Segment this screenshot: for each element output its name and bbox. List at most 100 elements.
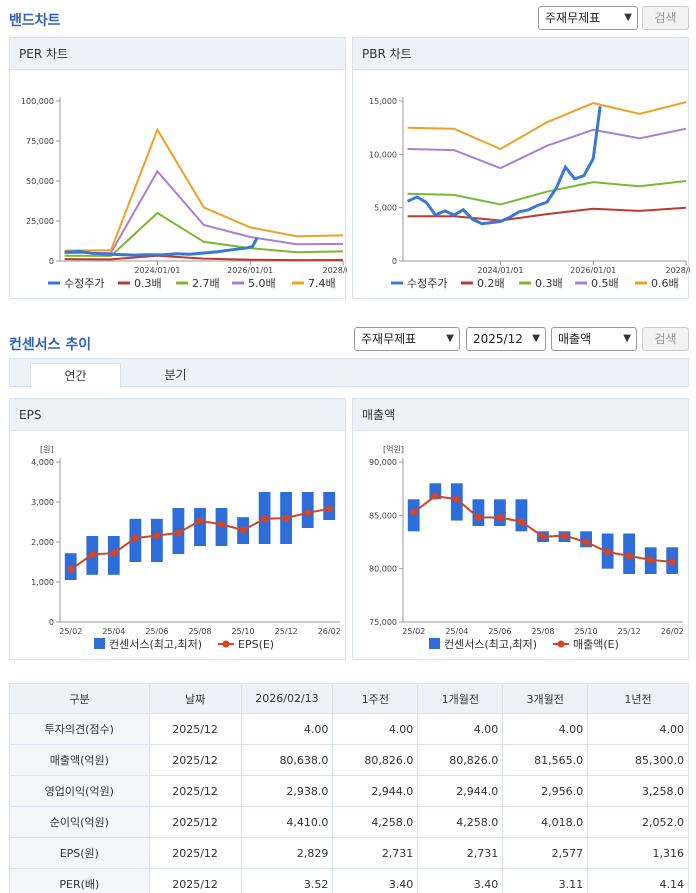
x-tick-label: 25/10	[575, 627, 598, 636]
consensus-period-select[interactable]: 2025/12 ▼	[466, 327, 546, 351]
per-chart-panel: PER 차트 0 25,000 50,000 75,000 100,000 2024/01…	[9, 37, 347, 299]
estimate-point	[647, 556, 655, 564]
table-cell: 2,938.0	[240, 775, 334, 807]
table-cell: 4,410.0	[240, 806, 334, 838]
y-tick-label: 100,000	[21, 97, 54, 106]
estimate-point	[431, 492, 439, 500]
estimate-point	[131, 534, 139, 542]
band-line-2	[407, 180, 687, 206]
estimate-point	[282, 514, 290, 522]
price-line	[64, 237, 259, 257]
table-cell: 3.11	[502, 868, 589, 893]
table-header-cell: 1개월전	[417, 683, 504, 714]
estimate-point	[110, 549, 118, 557]
x-tick-label: 25/02	[59, 627, 82, 636]
consensus-range-bar	[494, 499, 506, 526]
table-row: 투자의견(점수) 2025/12 4.00 4.00 4.00 4.00 4.00	[9, 713, 689, 745]
consensus-range-bar	[194, 508, 206, 546]
consensus-range-bar	[472, 499, 485, 526]
table-cell: 81,565.0	[502, 744, 589, 776]
x-tick-label: 25/02	[402, 627, 425, 636]
y-tick-label: 1,000	[31, 578, 54, 587]
consensus-range-bar	[429, 483, 442, 500]
estimate-point	[561, 532, 568, 540]
consensus-title: 컨센서스 추이	[9, 337, 92, 353]
table-cell: 2025/12	[148, 837, 242, 869]
consensus-range-bar	[515, 499, 528, 532]
y-tick-label: 90,000	[369, 458, 397, 467]
tab-quarterly[interactable]: 분기	[164, 368, 187, 382]
table-cell: 2,944.0	[332, 775, 419, 807]
table-header-row: 구분 날짜 2026/02/13 1주전 1개월전 3개월전 1년전	[9, 683, 689, 714]
table-cell: 4.00	[502, 713, 589, 745]
sales-chart-title: 매출액	[353, 399, 688, 431]
estimate-point	[518, 518, 525, 526]
table-cell: 2025/12	[148, 806, 242, 838]
estimate-point	[218, 520, 225, 528]
consensus-item-select[interactable]: 매출액 ▼	[551, 327, 637, 351]
sales-chart: [억원] 75,000 80,000 85,000 90,000 25/02 25/04 25…	[369, 444, 684, 651]
estimate-point	[496, 514, 504, 521]
table-header-cell: 구분	[9, 683, 150, 714]
consensus-search-button[interactable]: 검색	[642, 327, 689, 351]
estimate-point	[668, 558, 676, 566]
table-cell: 2,731	[332, 837, 419, 869]
estimate-point	[325, 505, 333, 513]
consensus-period-select-value: 2025/12	[473, 332, 523, 346]
table-row-label: 매출액(억원)	[9, 744, 150, 776]
y-tick-label: 85,000	[369, 511, 397, 520]
x-tick-label: 26/02	[661, 627, 684, 636]
band-line-2	[64, 211, 344, 257]
legend-label: 0.5배	[591, 277, 619, 290]
y-tick-label: 0	[49, 257, 54, 266]
y-unit-label: [억원]	[383, 444, 404, 454]
table-cell: 2,944.0	[417, 775, 504, 807]
table-row: 매출액(억원) 2025/12 80,638.0 80,826.0 80,826.0 81…	[9, 744, 689, 776]
legend-label: 0.2배	[477, 277, 505, 290]
band-search-button[interactable]: 검색	[642, 6, 689, 30]
table-cell: 4.00	[332, 713, 419, 745]
table-cell: 3.40	[332, 868, 419, 893]
pbr-chart: 0 5,000 10,000 15,000 2024/01/01 2026/01/01 20…	[369, 97, 690, 290]
table-row-label: 순이익(억원)	[9, 806, 150, 838]
table-cell: 80,826.0	[417, 744, 504, 776]
consensus-statement-select[interactable]: 주재무제표 ▼	[354, 327, 460, 351]
legend-label: 컨센서스(최고,최저)	[109, 638, 202, 651]
table-row-label: 영업이익(억원)	[9, 775, 150, 807]
y-tick-label: 4,000	[31, 458, 54, 467]
band-statement-select[interactable]: 주재무제표 ▼	[538, 6, 638, 30]
consensus-table: 구분 날짜 2026/02/13 1주전 1개월전 3개월전 1년전 투자의견(점수) 202…	[9, 683, 689, 893]
table-cell: 3.40	[417, 868, 504, 893]
x-tick-label: 25/06	[488, 627, 511, 636]
x-tick-label: 25/12	[275, 627, 298, 636]
estimate-point	[261, 515, 269, 523]
legend-swatch	[94, 638, 105, 649]
x-tick-label: 2024/01/01	[134, 266, 180, 275]
table-header-cell: 1년전	[587, 683, 689, 714]
table-row: 순이익(억원) 2025/12 4,410.0 4,258.0 4,258.0 4,018…	[9, 806, 689, 838]
y-tick-label: 5,000	[374, 204, 397, 213]
estimate-point	[453, 495, 461, 503]
legend-label: 5.0배	[248, 277, 276, 290]
legend-label: 매출액(E)	[573, 638, 619, 651]
pbr-chart-title: PBR 차트	[353, 38, 688, 70]
consensus-item-select-value: 매출액	[558, 332, 592, 346]
per-chart-title: PER 차트	[10, 38, 345, 70]
tab-annual[interactable]: 연간	[30, 363, 121, 388]
price-line	[406, 106, 602, 226]
x-tick-label: 25/10	[232, 627, 255, 636]
estimate-point	[582, 538, 590, 546]
legend-label: 0.6배	[651, 277, 679, 290]
table-cell: 4,258.0	[417, 806, 504, 838]
legend-label: 컨센서스(최고,최저)	[444, 638, 537, 651]
estimate-point	[239, 526, 247, 534]
table-cell: 4.00	[417, 713, 504, 745]
x-tick-label: 2026/01/01	[227, 266, 273, 275]
x-tick-label: 2026/01/01	[570, 266, 616, 275]
band-line-1	[64, 254, 344, 262]
chevron-down-icon: ▼	[623, 333, 631, 344]
sales-chart-panel: 매출액 [억원] 75,000 80,000 85,000 90,000 25/02 25/…	[352, 398, 689, 660]
table-cell: 2025/12	[148, 744, 242, 776]
y-tick-label: 15,000	[369, 97, 397, 106]
legend-label: 0.3배	[134, 277, 162, 290]
